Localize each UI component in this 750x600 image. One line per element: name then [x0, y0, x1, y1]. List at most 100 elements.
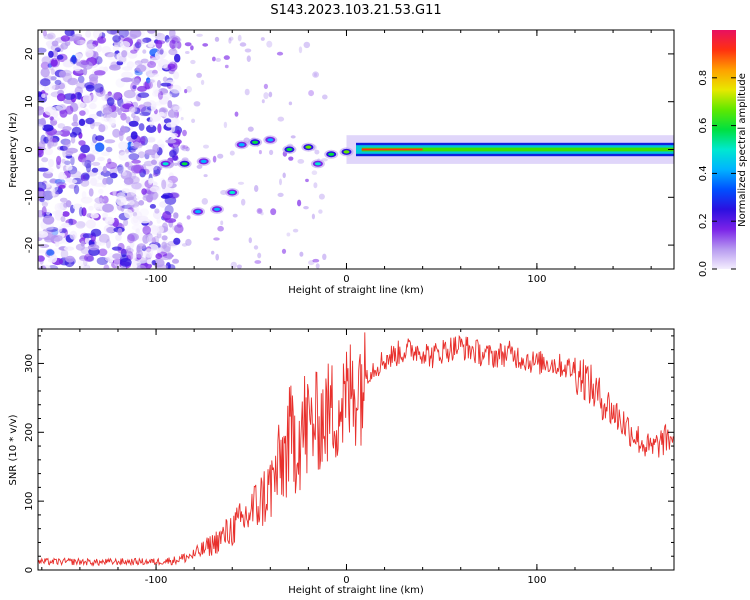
noise-blob: [39, 197, 45, 203]
noise-blob: [254, 185, 259, 192]
noise-blob: [220, 220, 224, 226]
noise-blob: [110, 111, 118, 119]
noise-blob: [182, 129, 187, 137]
noise-blob: [167, 100, 173, 109]
noise-blob: [76, 81, 87, 89]
signal-core: [200, 159, 207, 163]
noise-blob: [139, 111, 151, 117]
noise-blob: [172, 105, 182, 113]
noise-blob: [91, 167, 99, 173]
noise-blob: [141, 188, 147, 195]
noise-blob: [52, 111, 59, 118]
noise-blob: [229, 150, 235, 156]
noise-blob: [165, 179, 173, 188]
noise-blob: [64, 30, 75, 37]
noise-blob: [152, 86, 161, 94]
noise-blob: [184, 89, 188, 94]
noise-blob: [38, 124, 44, 130]
noise-blob: [268, 91, 273, 98]
noise-blob: [132, 215, 139, 224]
noise-blob: [161, 187, 170, 194]
noise-blob: [112, 253, 122, 260]
noise-blob: [62, 144, 70, 151]
colorbar: 0.0 0.2 0.4 0.6 0.8 Normalized spectral ampl…: [698, 30, 748, 277]
noise-blob: [176, 38, 182, 43]
noise-blob: [65, 105, 74, 115]
noise-blob: [184, 42, 192, 47]
noise-blob: [157, 90, 164, 100]
noise-blob: [68, 179, 78, 184]
noise-blob: [134, 182, 144, 191]
noise-blob: [117, 248, 129, 254]
noise-blob: [232, 213, 238, 218]
x-tick-label: -100: [145, 274, 168, 285]
noise-blob: [155, 253, 162, 260]
noise-blob: [42, 54, 50, 63]
noise-blob: [106, 226, 115, 234]
noise-blob: [128, 153, 140, 161]
noise-blob: [181, 147, 188, 152]
noise-blob: [38, 140, 46, 150]
noise-blob: [82, 94, 92, 104]
noise-blob: [279, 178, 282, 186]
noise-blob: [96, 241, 106, 246]
noise-blob: [112, 128, 121, 138]
noise-blob: [176, 222, 183, 228]
noise-blob: [107, 158, 112, 165]
noise-blob: [43, 33, 54, 40]
noise-blob: [43, 86, 50, 92]
noise-blob: [131, 182, 142, 190]
noise-blob: [100, 170, 112, 177]
noise-blob: [193, 101, 201, 107]
noise-blob: [60, 249, 69, 259]
noise-blob: [56, 103, 67, 111]
noise-blob: [41, 56, 51, 65]
noise-blob: [126, 247, 134, 254]
noise-blob: [190, 45, 194, 51]
signal-core: [195, 210, 201, 214]
noise-blob: [40, 78, 51, 87]
y-tick-label: -20: [24, 237, 35, 253]
noise-blob: [46, 226, 59, 232]
noise-blob: [257, 209, 262, 213]
noise-blob: [148, 78, 157, 89]
noise-blob: [263, 92, 269, 100]
noise-blob: [156, 247, 162, 253]
noise-blob: [286, 232, 291, 237]
noise-blob: [123, 219, 129, 227]
noise-blob: [62, 148, 68, 158]
noise-blob: [228, 36, 234, 41]
noise-blob: [145, 70, 156, 78]
noise-blob: [213, 237, 220, 241]
noise-blob: [153, 168, 161, 177]
noise-blob: [185, 238, 192, 246]
noise-blob: [62, 126, 72, 132]
noise-blob: [133, 141, 140, 148]
noise-blob: [109, 64, 121, 71]
noise-blob: [82, 174, 90, 180]
noise-blob: [129, 30, 142, 38]
noise-blob: [290, 135, 296, 139]
noise-blob: [237, 181, 245, 185]
noise-blob: [142, 225, 151, 235]
snr-plot-area: [38, 332, 674, 567]
noise-blob: [257, 252, 262, 259]
noise-blob: [45, 209, 51, 216]
noise-blob: [40, 67, 50, 78]
noise-blob: [123, 89, 136, 99]
x-tick-label: 100: [527, 274, 546, 285]
noise-blob: [134, 60, 143, 66]
noise-blob: [39, 117, 46, 127]
noise-blob: [139, 38, 147, 45]
noise-blob: [112, 44, 119, 52]
noise-blob: [121, 188, 130, 194]
noise-blob: [106, 52, 119, 61]
noise-blob: [305, 178, 309, 183]
noise-blob: [217, 225, 224, 232]
noise-blob: [246, 55, 251, 62]
noise-blob: [48, 50, 54, 58]
noise-blob: [169, 39, 177, 50]
noise-blob: [139, 208, 150, 217]
noise-blob: [85, 219, 96, 229]
